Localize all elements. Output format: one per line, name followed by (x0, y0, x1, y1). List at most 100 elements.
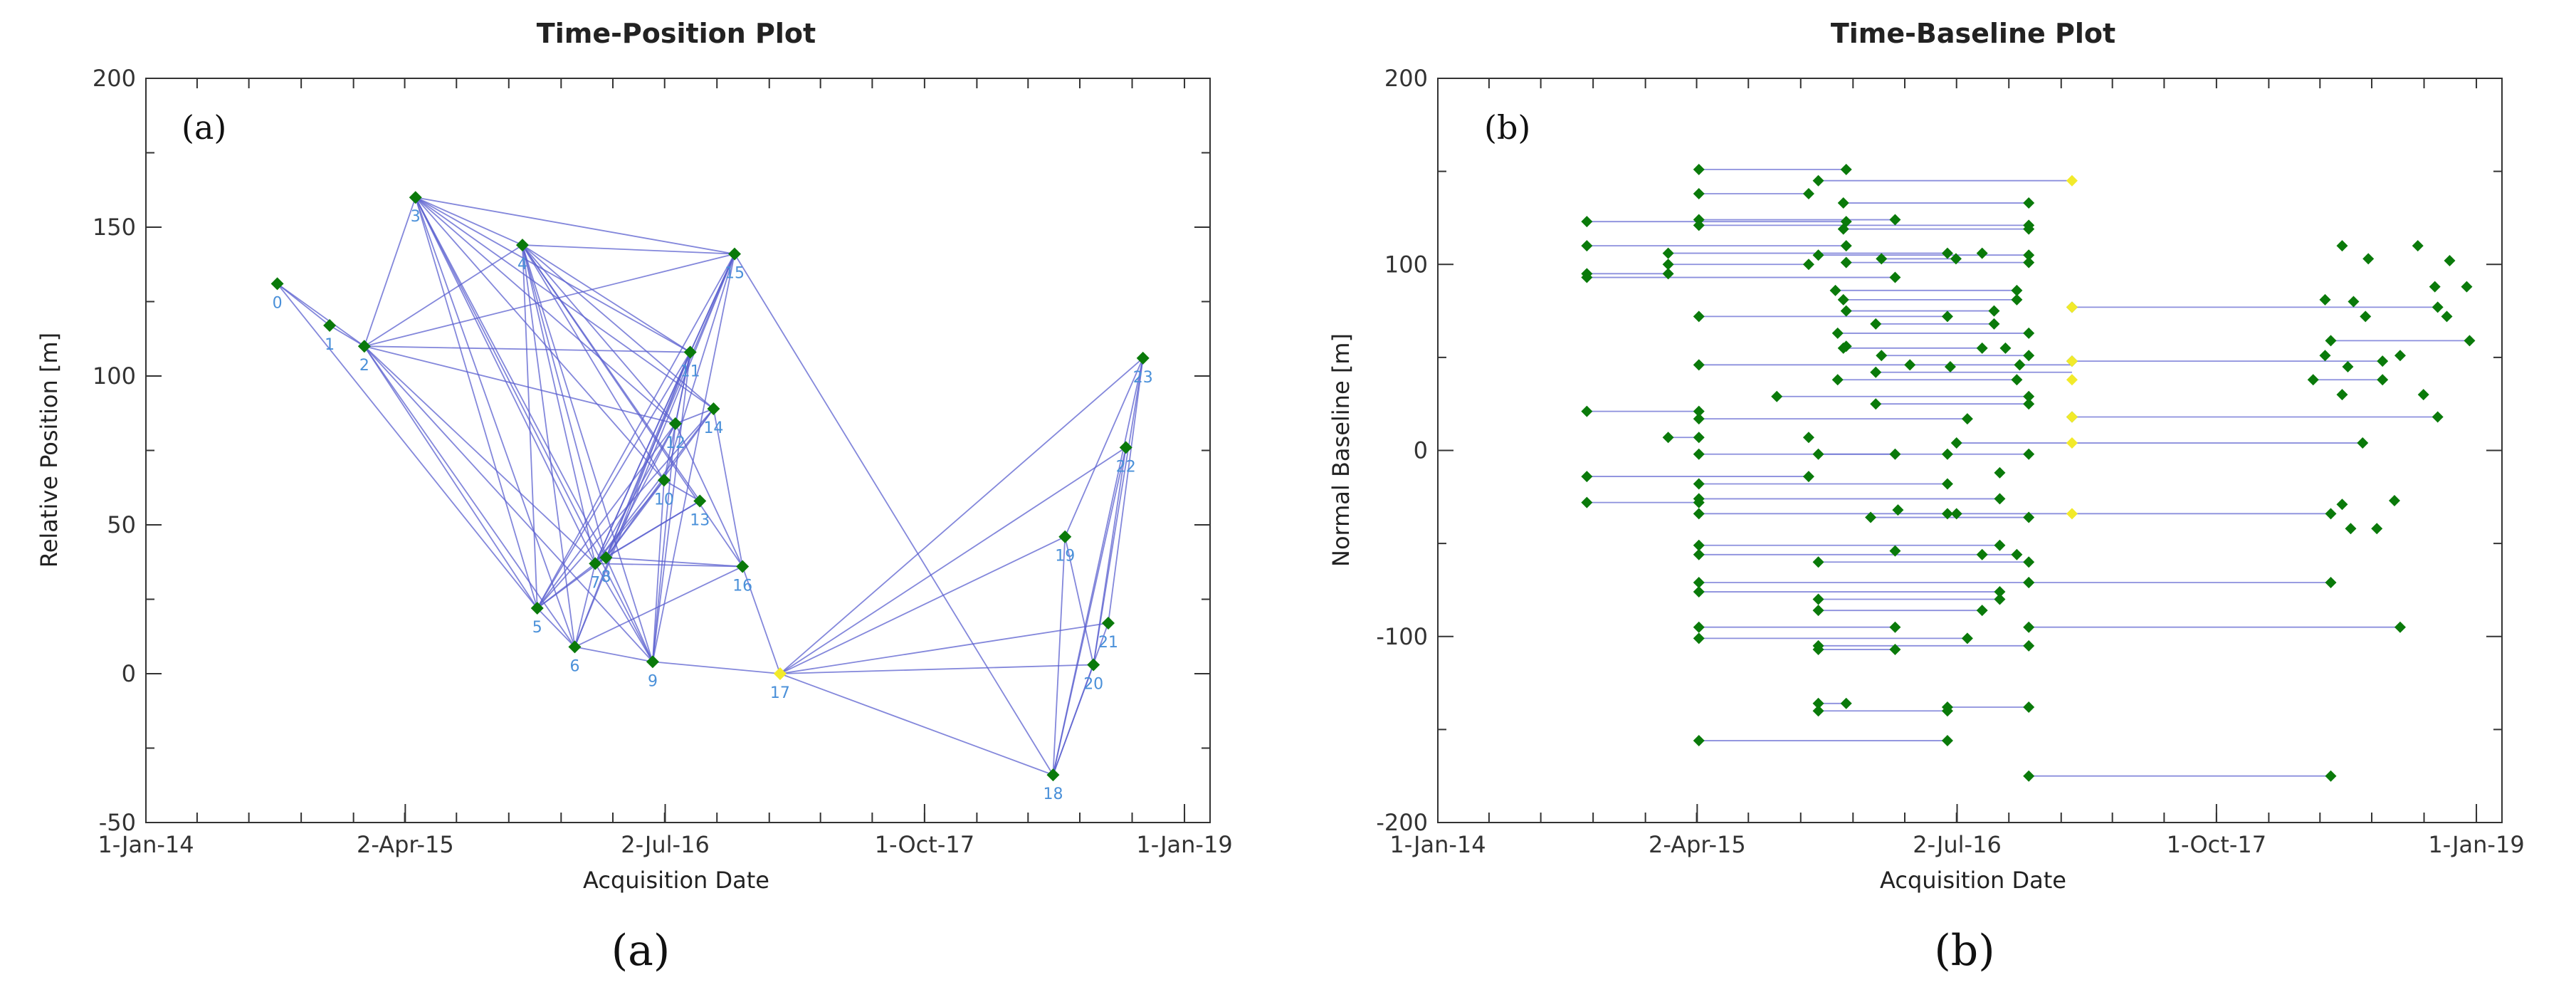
acquisition-point (657, 474, 671, 487)
caption-a: (a) (611, 926, 671, 976)
acquisition-point (1802, 471, 1814, 483)
pair-edge (415, 197, 676, 424)
acquisition-point (1058, 530, 1072, 543)
pair-edge (605, 408, 715, 558)
y-tick-label: 50 (107, 511, 136, 538)
pair-edge (652, 352, 691, 662)
acquisition-point (1693, 493, 1705, 505)
pair-edges (276, 197, 1144, 776)
acquisition-point (1812, 448, 1824, 460)
acquisition-point (2464, 335, 2476, 347)
acquisition-point (1889, 621, 1901, 633)
pair-edge (663, 479, 700, 502)
reference-point (2066, 508, 2078, 520)
pair-edge (779, 622, 1109, 674)
acquisition-point (1693, 359, 1705, 371)
acquisition-point (1802, 432, 1814, 444)
acquisition-point (1662, 432, 1674, 444)
acquisition-point (357, 340, 371, 353)
pair-edge (536, 254, 735, 609)
pair-edge (742, 566, 781, 674)
point-label: 6 (569, 657, 579, 675)
x-tick-label: 2-Jul-16 (621, 831, 710, 858)
acquisition-point (2023, 197, 2035, 209)
acquisition-point (1994, 586, 2006, 598)
acquisition-point (1662, 247, 1674, 259)
panel-tag: (b) (1484, 108, 1530, 147)
acquisition-point (1812, 697, 1824, 709)
acquisition-point (1693, 508, 1705, 520)
acquisition-point (773, 667, 787, 680)
acquisition-point (1889, 545, 1901, 557)
y-tick-label: 100 (1384, 251, 1428, 278)
acquisition-point (270, 277, 284, 291)
point-label: 20 (1083, 675, 1103, 693)
acquisition-point (2023, 556, 2035, 568)
pair-edge (415, 197, 735, 255)
y-tick-label: 0 (1414, 437, 1428, 464)
acquisition-point (2023, 621, 2035, 633)
pair-edge (1052, 536, 1066, 776)
panel-tag: (a) (182, 108, 226, 147)
x-tick-label: 2-Jul-16 (1913, 831, 2002, 858)
acquisition-point (2360, 310, 2372, 323)
acquisition-point (1941, 508, 1953, 520)
acquisition-point (2429, 281, 2441, 293)
pair-edge (522, 244, 676, 424)
acquisition-point (568, 640, 582, 654)
acquisition-point (1837, 223, 1849, 235)
pair-edge (605, 557, 653, 662)
acquisition-point (2336, 389, 2348, 401)
acquisition-point (1941, 310, 1953, 323)
pair-edge (522, 244, 607, 558)
acquisition-point (2388, 495, 2400, 507)
plot-frame (1437, 78, 2503, 823)
point-label: 3 (411, 208, 421, 226)
acquisition-point (1693, 735, 1705, 747)
acquisition-point (2377, 355, 2389, 367)
acquisition-point (1693, 448, 1705, 460)
y-tick-label: -100 (1376, 623, 1428, 650)
acquisition-point (1581, 496, 1593, 508)
acquisition-point (1693, 539, 1705, 551)
pair-edge (779, 536, 1066, 674)
acquisition-point (2432, 301, 2444, 313)
acquisition-point (1812, 593, 1824, 605)
acquisition-point (1829, 284, 1841, 296)
x-tick-label: 2-Apr-15 (1649, 831, 1746, 858)
pair-edge (594, 563, 653, 662)
y-tick-label: 100 (93, 362, 136, 390)
acquisition-point (1693, 586, 1705, 598)
axes-ticks: -200 -100 0 100 200 1-Jan-14 2-Apr-15 2-Jul-16 1… (1376, 65, 2524, 858)
y-tick-label: 200 (1384, 65, 1428, 92)
x-tick-label: 1-Jan-19 (1136, 831, 1232, 858)
point-label: 10 (654, 491, 674, 508)
acquisition-point (1662, 259, 1674, 271)
acquisition-point (515, 239, 529, 252)
point-label: 12 (666, 434, 685, 452)
pair-edge (522, 244, 691, 353)
acquisition-point (1693, 219, 1705, 231)
x-axis-label: Acquisition Date (1880, 867, 2066, 894)
pair-edge (537, 607, 576, 648)
acquisition-point (1944, 360, 1956, 372)
acquisition-point (1994, 466, 2006, 479)
pair-edge (414, 197, 653, 662)
pair-edge (1064, 536, 1095, 665)
acquisition-point (1693, 164, 1705, 176)
acquisition-point (1831, 374, 1844, 386)
pair-edge (364, 345, 676, 424)
acquisition-point (1693, 413, 1705, 425)
acquisition-point (2023, 770, 2035, 782)
acquisition-point (1870, 366, 1882, 378)
acquisition-point (2023, 223, 2035, 235)
pair-edge (522, 244, 735, 255)
acquisition-point (707, 402, 720, 415)
acquisition-point (1693, 621, 1705, 633)
pair-edge (364, 345, 576, 647)
acquisition-point (2362, 253, 2375, 265)
reference-point (2066, 301, 2078, 313)
acquisition-point (2023, 576, 2035, 588)
acquisition-point (728, 247, 742, 261)
